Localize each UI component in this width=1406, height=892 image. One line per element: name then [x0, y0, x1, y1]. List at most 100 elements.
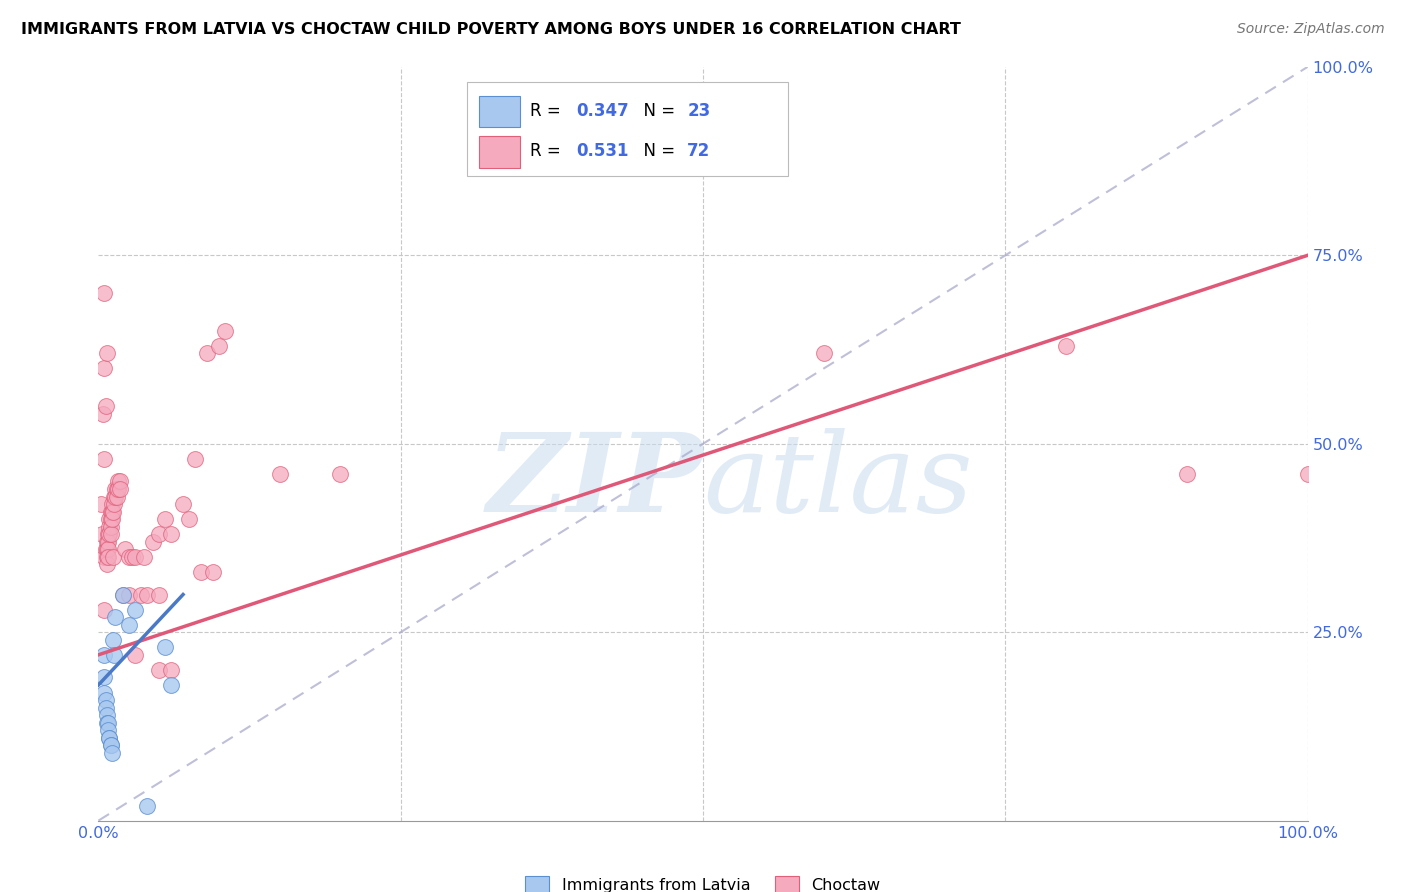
Point: [118, 588, 141, 602]
Point: [208, 339, 231, 353]
Point: [148, 527, 170, 541]
Text: 0.531: 0.531: [576, 142, 628, 161]
Point: [160, 678, 183, 692]
Point: [105, 482, 128, 496]
Point: [100, 739, 122, 753]
Point: [100, 519, 122, 533]
Point: [98, 519, 121, 533]
Point: [93, 602, 115, 616]
Point: [1296, 467, 1319, 481]
Point: [153, 640, 176, 655]
Point: [172, 497, 194, 511]
FancyBboxPatch shape: [479, 136, 520, 168]
Point: [124, 602, 146, 616]
Point: [160, 527, 183, 541]
Text: IMMIGRANTS FROM LATVIA VS CHOCTAW CHILD POVERTY AMONG BOYS UNDER 16 CORRELATION : IMMIGRANTS FROM LATVIA VS CHOCTAW CHILD …: [21, 22, 960, 37]
Point: [100, 512, 122, 526]
Point: [1175, 467, 1198, 481]
Text: atlas: atlas: [703, 427, 973, 535]
Point: [98, 731, 121, 745]
Point: [269, 467, 291, 481]
Point: [148, 663, 170, 677]
Point: [100, 512, 122, 526]
Point: [100, 739, 122, 753]
Point: [93, 670, 115, 684]
Point: [94, 700, 117, 714]
Point: [93, 685, 115, 699]
Point: [1054, 339, 1077, 353]
Text: 23: 23: [688, 102, 710, 120]
Point: [124, 648, 146, 662]
Text: N =: N =: [633, 102, 681, 120]
Point: [108, 482, 131, 496]
Point: [214, 324, 236, 338]
Point: [97, 723, 120, 738]
Legend: Immigrants from Latvia, Choctaw: Immigrants from Latvia, Choctaw: [519, 870, 887, 892]
Point: [107, 482, 129, 496]
Point: [153, 512, 176, 526]
Point: [97, 715, 120, 730]
Point: [190, 565, 212, 579]
Point: [329, 467, 352, 481]
Point: [94, 542, 117, 557]
Point: [90, 497, 112, 511]
Point: [100, 497, 122, 511]
FancyBboxPatch shape: [467, 82, 787, 177]
Point: [96, 558, 118, 572]
Point: [97, 534, 120, 549]
Point: [93, 285, 115, 300]
Point: [98, 731, 121, 745]
Point: [100, 505, 122, 519]
Point: [91, 527, 114, 541]
Point: [114, 542, 136, 557]
Point: [202, 565, 225, 579]
Point: [124, 549, 146, 564]
Point: [101, 632, 124, 647]
Point: [101, 505, 124, 519]
Point: [93, 451, 115, 466]
Point: [93, 549, 115, 564]
Point: [97, 542, 120, 557]
Point: [104, 610, 127, 624]
Point: [101, 549, 124, 564]
Point: [96, 708, 118, 723]
Point: [118, 617, 141, 632]
Point: [148, 588, 170, 602]
Point: [96, 715, 118, 730]
Point: [104, 490, 127, 504]
Point: [96, 534, 118, 549]
Point: [97, 527, 120, 541]
Point: [100, 746, 122, 760]
Point: [96, 542, 118, 557]
Point: [91, 407, 114, 421]
Point: [97, 549, 120, 564]
Point: [103, 648, 125, 662]
Point: [104, 482, 127, 496]
Point: [121, 549, 143, 564]
Text: R =: R =: [530, 142, 567, 161]
Text: 72: 72: [688, 142, 710, 161]
Point: [107, 475, 129, 489]
Point: [135, 588, 157, 602]
Text: ZIP: ZIP: [486, 427, 703, 535]
Point: [111, 588, 134, 602]
FancyBboxPatch shape: [479, 95, 520, 128]
Text: 0.347: 0.347: [576, 102, 628, 120]
Point: [103, 490, 125, 504]
Point: [100, 527, 122, 541]
Point: [96, 549, 118, 564]
Point: [179, 512, 201, 526]
Point: [111, 588, 134, 602]
Point: [98, 512, 121, 526]
Point: [142, 534, 165, 549]
Point: [129, 588, 152, 602]
Point: [100, 505, 122, 519]
Point: [105, 490, 128, 504]
Point: [160, 663, 183, 677]
Point: [93, 648, 115, 662]
Point: [96, 346, 118, 360]
Point: [98, 527, 121, 541]
Point: [134, 549, 156, 564]
Point: [135, 798, 157, 813]
Text: R =: R =: [530, 102, 567, 120]
